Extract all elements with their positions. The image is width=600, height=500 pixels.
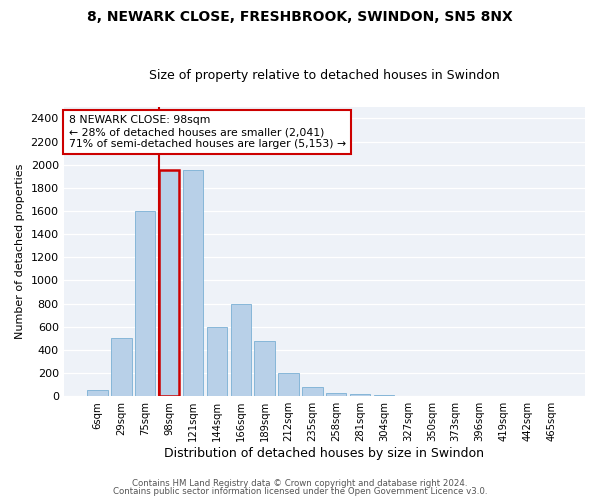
Bar xyxy=(135,211,155,396)
Bar xyxy=(350,394,370,396)
Bar xyxy=(278,373,299,396)
Text: 8, NEWARK CLOSE, FRESHBROOK, SWINDON, SN5 8NX: 8, NEWARK CLOSE, FRESHBROOK, SWINDON, SN… xyxy=(87,10,513,24)
Bar xyxy=(326,394,346,396)
Y-axis label: Number of detached properties: Number of detached properties xyxy=(15,164,25,339)
Bar xyxy=(254,340,275,396)
Text: Contains HM Land Registry data © Crown copyright and database right 2024.: Contains HM Land Registry data © Crown c… xyxy=(132,478,468,488)
Title: Size of property relative to detached houses in Swindon: Size of property relative to detached ho… xyxy=(149,69,500,82)
Bar xyxy=(230,304,251,396)
Text: 8 NEWARK CLOSE: 98sqm
← 28% of detached houses are smaller (2,041)
71% of semi-d: 8 NEWARK CLOSE: 98sqm ← 28% of detached … xyxy=(69,116,346,148)
Bar xyxy=(374,395,394,396)
Bar xyxy=(159,170,179,396)
Bar xyxy=(183,170,203,396)
Text: Contains public sector information licensed under the Open Government Licence v3: Contains public sector information licen… xyxy=(113,487,487,496)
Bar xyxy=(207,326,227,396)
Bar xyxy=(88,390,107,396)
X-axis label: Distribution of detached houses by size in Swindon: Distribution of detached houses by size … xyxy=(164,447,484,460)
Bar xyxy=(302,387,323,396)
Bar xyxy=(111,338,131,396)
